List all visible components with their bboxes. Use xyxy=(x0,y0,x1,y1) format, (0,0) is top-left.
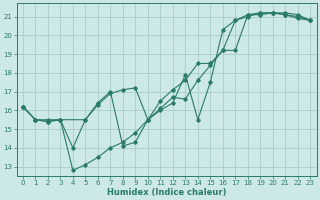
X-axis label: Humidex (Indice chaleur): Humidex (Indice chaleur) xyxy=(107,188,226,197)
